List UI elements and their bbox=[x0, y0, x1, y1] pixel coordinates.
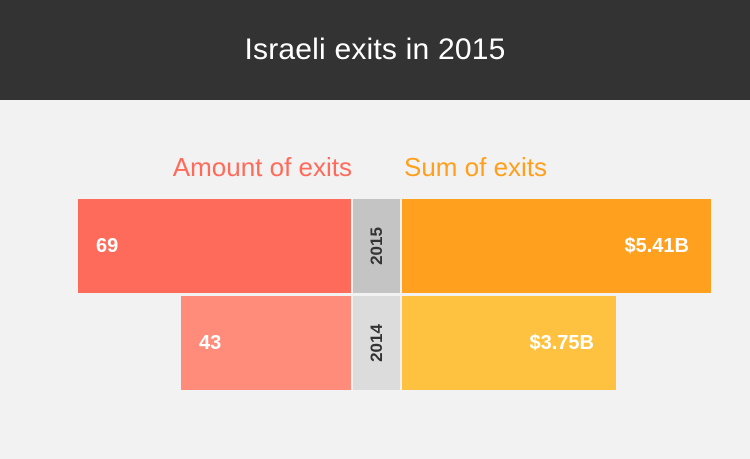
sum-label-2014: $3.75B bbox=[529, 331, 595, 354]
sum-of-exits-heading: Sum of exits bbox=[404, 152, 548, 182]
year-cell-2014: 2014 bbox=[353, 296, 400, 390]
sum-bar-2014: $3.75B bbox=[402, 296, 616, 390]
amount-bar-2015: 69 bbox=[78, 199, 351, 293]
header: Israeli exits in 2015 bbox=[0, 0, 750, 100]
amount-label-2015: 69 bbox=[96, 234, 119, 257]
amount-label-2014: 43 bbox=[199, 331, 222, 354]
chart-title: Israeli exits in 2015 bbox=[244, 33, 506, 66]
sum-label-2015: $5.41B bbox=[624, 234, 690, 257]
amount-of-exits-heading: Amount of exits bbox=[172, 152, 352, 182]
amount-bar-2014: 43 bbox=[181, 296, 351, 390]
sum-bar-2015: $5.41B bbox=[402, 199, 711, 293]
year-cell-2015: 2015 bbox=[353, 199, 400, 293]
year-label-2015: 2015 bbox=[366, 227, 386, 265]
year-label-2014: 2014 bbox=[366, 324, 386, 362]
